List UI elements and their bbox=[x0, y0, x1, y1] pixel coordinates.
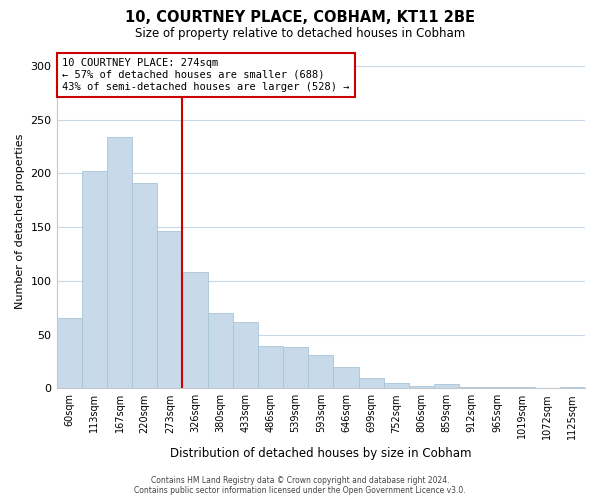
Bar bbox=[283, 348, 308, 389]
X-axis label: Distribution of detached houses by size in Cobham: Distribution of detached houses by size … bbox=[170, 447, 472, 460]
Bar bbox=[233, 322, 258, 388]
Bar bbox=[334, 367, 359, 388]
Bar bbox=[383, 383, 409, 388]
Text: Size of property relative to detached houses in Cobham: Size of property relative to detached ho… bbox=[135, 28, 465, 40]
Y-axis label: Number of detached properties: Number of detached properties bbox=[15, 134, 25, 310]
Bar bbox=[459, 387, 484, 388]
Text: Contains HM Land Registry data © Crown copyright and database right 2024.
Contai: Contains HM Land Registry data © Crown c… bbox=[134, 476, 466, 495]
Text: 10, COURTNEY PLACE, COBHAM, KT11 2BE: 10, COURTNEY PLACE, COBHAM, KT11 2BE bbox=[125, 10, 475, 25]
Bar bbox=[182, 272, 208, 388]
Bar bbox=[208, 313, 233, 388]
Bar bbox=[359, 378, 383, 388]
Bar bbox=[409, 386, 434, 388]
Text: 10 COURTNEY PLACE: 274sqm
← 57% of detached houses are smaller (688)
43% of semi: 10 COURTNEY PLACE: 274sqm ← 57% of detac… bbox=[62, 58, 349, 92]
Bar bbox=[157, 232, 182, 388]
Bar bbox=[560, 387, 585, 388]
Bar bbox=[258, 346, 283, 389]
Bar bbox=[82, 171, 107, 388]
Bar bbox=[107, 136, 132, 388]
Bar bbox=[434, 384, 459, 388]
Bar bbox=[484, 387, 509, 388]
Bar bbox=[308, 355, 334, 388]
Bar bbox=[132, 183, 157, 388]
Bar bbox=[509, 387, 535, 388]
Bar bbox=[56, 318, 82, 388]
